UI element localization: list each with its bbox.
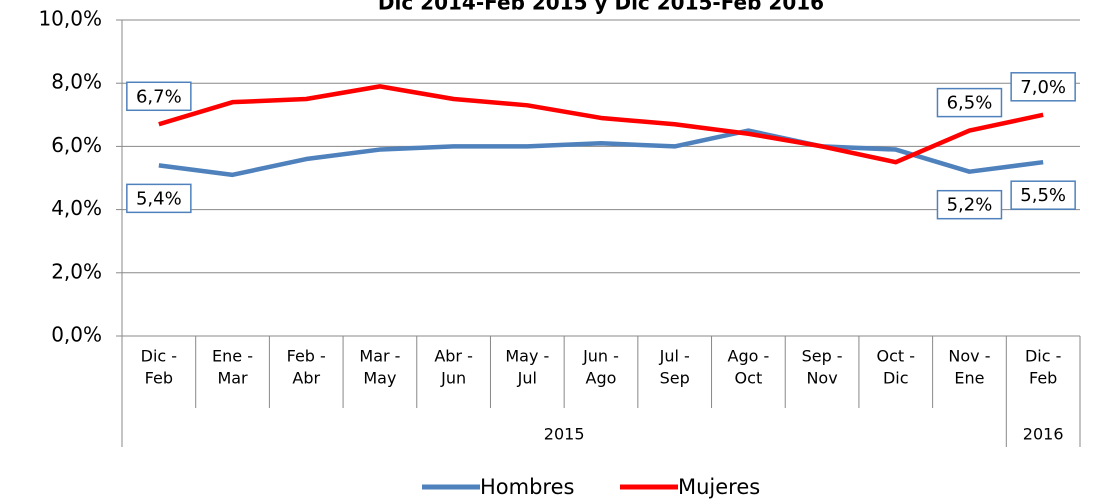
x-tick-label: Nov (806, 369, 837, 388)
x-tick-label: May - (505, 347, 549, 366)
x-tick-label: Ene - (212, 347, 253, 366)
x-tick-label: Dic - (141, 347, 177, 366)
legend-label: Mujeres (678, 475, 760, 499)
x-tick-label: Ene (954, 369, 984, 388)
value-label: 5,2% (947, 195, 993, 216)
x-tick-label: Nov - (948, 347, 990, 366)
x-tick-label: Feb (145, 369, 173, 388)
x-tick-label: Feb - (287, 347, 326, 366)
x-tick-label: Mar - (359, 347, 400, 366)
value-label-box (936, 87, 1003, 118)
x-tick-label: Oct (735, 369, 763, 388)
y-tick-label: 4,0% (51, 196, 102, 220)
y-tick-label: 6,0% (51, 133, 102, 157)
y-tick-label: 2,0% (51, 259, 102, 283)
x-tick-label: Dic (883, 369, 909, 388)
x-tick-label: Jun - (582, 347, 619, 366)
chart-title: Dic 2014-Feb 2015 y Dic 2015-Feb 2016 (378, 0, 824, 15)
x-tick-label: May (363, 369, 396, 388)
x-group-label: 2016 (1023, 425, 1064, 444)
series-line (158, 128, 1044, 178)
y-tick-label: 0,0% (51, 323, 102, 347)
value-label: 6,7% (136, 86, 182, 107)
x-tick-label: Dic - (1025, 347, 1061, 366)
x-tick-label: Jul - (659, 347, 690, 366)
x-tick-label: Feb (1029, 369, 1057, 388)
value-label: 5,4% (136, 188, 182, 209)
x-tick-label: Ago - (728, 347, 770, 366)
value-label: 6,5% (947, 93, 993, 114)
value-label-box (1010, 180, 1076, 210)
value-label: 5,5% (1020, 185, 1066, 206)
x-tick-label: Abr (292, 369, 320, 388)
x-tick-label: Oct - (877, 347, 916, 366)
series-line (158, 84, 1044, 165)
x-tick-label: Sep (660, 369, 690, 388)
x-group-label: 2015 (544, 425, 585, 444)
value-label-box (1010, 72, 1076, 102)
x-tick-label: Ago (586, 369, 617, 388)
y-tick-label: 10,0% (38, 7, 102, 31)
x-tick-label: Abr - (434, 347, 473, 366)
value-label: 7,0% (1020, 77, 1066, 98)
value-label-box (126, 81, 192, 112)
legend-label: Hombres (480, 475, 574, 499)
value-label-box (126, 183, 192, 214)
x-tick-label: Jul (517, 369, 537, 388)
y-tick-label: 8,0% (51, 70, 102, 94)
x-tick-label: Jun (440, 369, 466, 388)
value-label-box (936, 189, 1003, 220)
x-tick-label: Sep - (802, 347, 843, 366)
x-tick-label: Mar (217, 369, 248, 388)
